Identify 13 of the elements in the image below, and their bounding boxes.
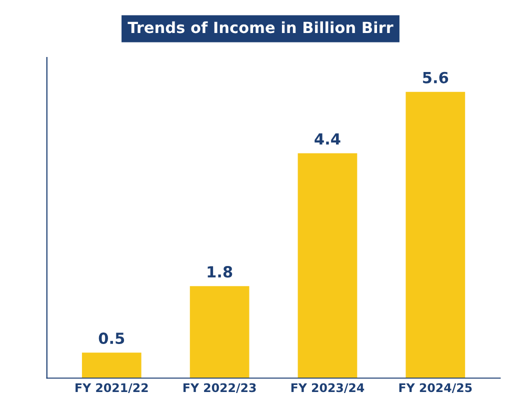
bar: [406, 92, 466, 378]
data-label: 0.5: [98, 332, 124, 344]
x-tick-label: FY 2022/23: [183, 383, 256, 394]
data-label: 5.6: [423, 72, 448, 84]
x-tick-label: FY 2021/22: [76, 383, 148, 394]
data-label: 4.4: [314, 133, 340, 144]
data-label: 1.8: [208, 266, 232, 278]
x-tick-label: FY 2024/25: [399, 383, 472, 394]
bar: [298, 153, 358, 378]
bar: [82, 352, 142, 378]
bar: [190, 286, 250, 378]
x-tick-label: FY 2023/24: [291, 383, 364, 394]
chart-title: Trends of Income in Billion Birr: [128, 21, 394, 34]
